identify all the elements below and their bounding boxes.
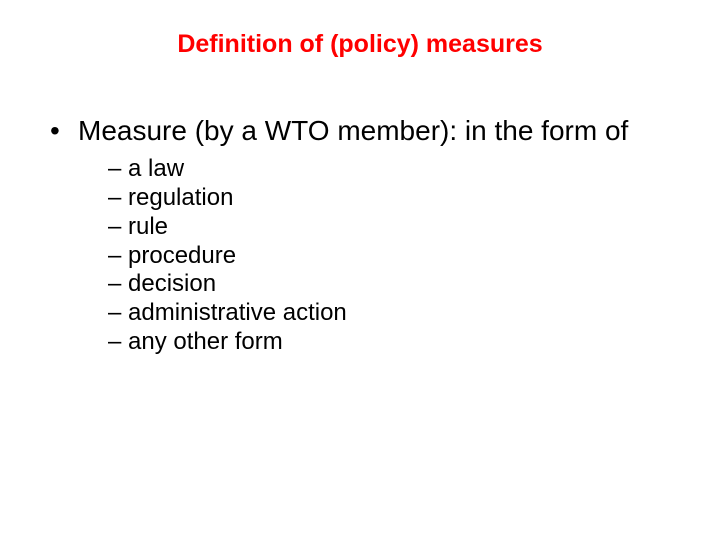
bullet-level2-item: –procedure	[108, 242, 670, 271]
bullet-dot-icon: •	[50, 115, 78, 147]
bullet-level2-list: –a law–regulation–rule–procedure–decisio…	[108, 155, 670, 357]
dash-icon: –	[108, 328, 128, 357]
bullet-level2-text: administrative action	[128, 299, 347, 328]
bullet-level2-item: –decision	[108, 270, 670, 299]
bullet-level2-text: rule	[128, 213, 168, 242]
slide-title: Definition of (policy) measures	[0, 30, 720, 59]
bullet-level2-item: –regulation	[108, 184, 670, 213]
bullet-level2-text: a law	[128, 155, 184, 184]
bullet-level2-text: regulation	[128, 184, 233, 213]
bullet-level1: • Measure (by a WTO member): in the form…	[50, 115, 670, 147]
dash-icon: –	[108, 213, 128, 242]
slide: Definition of (policy) measures • Measur…	[0, 0, 720, 540]
bullet-level2-item: –administrative action	[108, 299, 670, 328]
bullet-level2-item: –any other form	[108, 328, 670, 357]
dash-icon: –	[108, 155, 128, 184]
bullet-level2-text: procedure	[128, 242, 236, 271]
dash-icon: –	[108, 270, 128, 299]
dash-icon: –	[108, 184, 128, 213]
bullet-level2-text: decision	[128, 270, 216, 299]
dash-icon: –	[108, 242, 128, 271]
bullet-level2-item: –rule	[108, 213, 670, 242]
bullet-level2-text: any other form	[128, 328, 283, 357]
slide-body: • Measure (by a WTO member): in the form…	[50, 115, 670, 357]
bullet-level1-text: Measure (by a WTO member): in the form o…	[78, 115, 670, 147]
bullet-level2-item: –a law	[108, 155, 670, 184]
dash-icon: –	[108, 299, 128, 328]
